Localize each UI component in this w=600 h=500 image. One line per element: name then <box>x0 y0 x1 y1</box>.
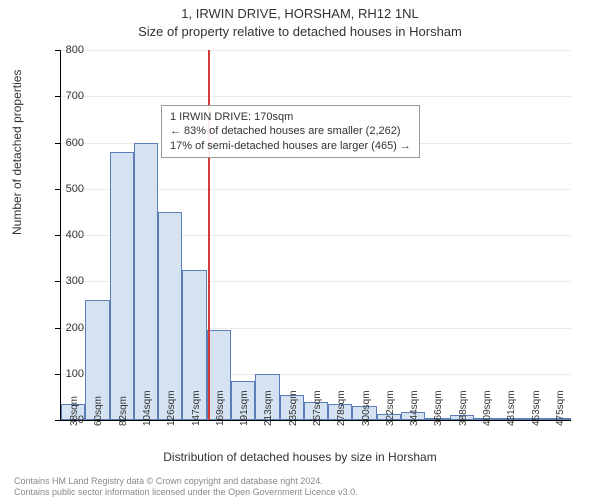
bar <box>134 143 158 421</box>
bar <box>110 152 134 420</box>
info-line-1: 1 IRWIN DRIVE: 170sqm <box>170 110 411 124</box>
bar <box>158 212 182 420</box>
y-tick-label: 300 <box>44 275 84 287</box>
grid-line <box>61 96 571 97</box>
info-line-3: 17% of semi-detached houses are larger (… <box>170 139 411 153</box>
attribution-line-2: Contains public sector information licen… <box>14 487 358 498</box>
figure: 1, IRWIN DRIVE, HORSHAM, RH12 1NL Size o… <box>0 0 600 500</box>
title-main: 1, IRWIN DRIVE, HORSHAM, RH12 1NL <box>0 6 600 21</box>
y-tick-label: 700 <box>44 90 84 102</box>
x-axis-label: Distribution of detached houses by size … <box>0 450 600 464</box>
grid-line <box>61 50 571 51</box>
y-tick-label: 800 <box>44 44 84 56</box>
y-axis-label: Number of detached properties <box>10 70 24 235</box>
y-tick-label: 100 <box>44 368 84 380</box>
attribution-line-1: Contains HM Land Registry data © Crown c… <box>14 476 358 487</box>
y-tick-label: 400 <box>44 229 84 241</box>
y-tick-label: 500 <box>44 183 84 195</box>
info-box: 1 IRWIN DRIVE: 170sqm ← 83% of detached … <box>161 105 420 158</box>
info-line-2: ← 83% of detached houses are smaller (2,… <box>170 124 411 138</box>
attribution: Contains HM Land Registry data © Crown c… <box>14 476 358 498</box>
y-tick-label: 600 <box>44 137 84 149</box>
y-tick-label: 200 <box>44 322 84 334</box>
plot-area: 1 IRWIN DRIVE: 170sqm ← 83% of detached … <box>60 50 571 421</box>
title-sub: Size of property relative to detached ho… <box>0 24 600 39</box>
